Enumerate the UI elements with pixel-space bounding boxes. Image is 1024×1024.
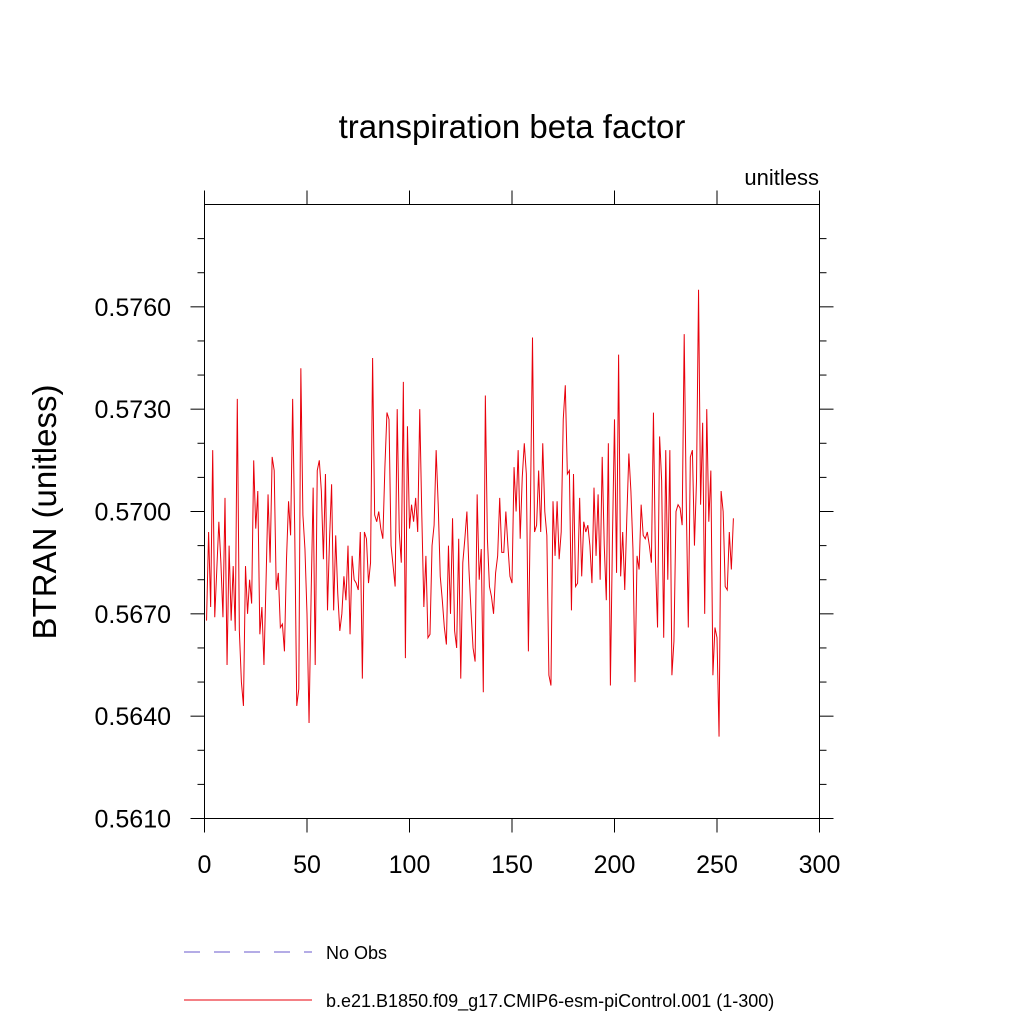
chart-title: transpiration beta factor [339, 108, 686, 145]
axis-ticks [190, 190, 834, 833]
y-tick-label: 0.5640 [95, 703, 171, 731]
plot-frame [204, 204, 820, 819]
x-tick-label: 0 [198, 851, 212, 879]
plot-border [204, 204, 820, 819]
y-axis-label: BTRAN (unitless) [26, 385, 63, 640]
x-tick-label: 300 [799, 851, 841, 879]
legend-label: b.e21.B1850.f09_g17.CMIP6-esm-piControl.… [326, 991, 774, 1012]
units-label: unitless [744, 165, 819, 190]
x-tick-label: 200 [594, 851, 636, 879]
y-tick-label: 0.5670 [95, 601, 171, 629]
legend: No Obs b.e21.B1850.f09_g17.CMIP6-esm-piCo… [184, 943, 774, 1012]
y-tick-label: 0.5700 [95, 499, 171, 527]
y-tick-label: 0.5730 [95, 396, 171, 424]
x-tick-label: 250 [696, 851, 738, 879]
y-tick-label: 0.5610 [95, 806, 171, 834]
x-tick-label: 100 [389, 851, 431, 879]
axis-tick-labels: 0 50 100 150 200 250 300 0.5610 0.5640 0.5670 0.57… [95, 294, 841, 879]
x-tick-label: 150 [491, 851, 533, 879]
y-tick-label: 0.5760 [95, 294, 171, 322]
x-tick-label: 50 [293, 851, 321, 879]
legend-label: No Obs [326, 943, 387, 963]
series-line [206, 289, 734, 737]
series-lines [206, 289, 734, 737]
